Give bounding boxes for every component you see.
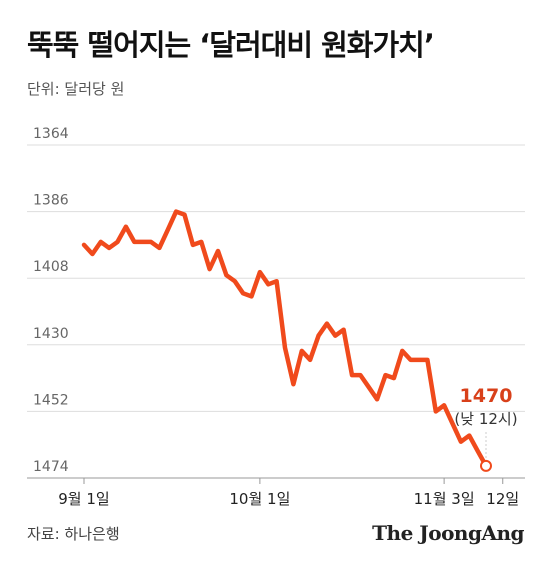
y-tick-label: 1474	[33, 459, 69, 475]
y-tick-label: 1408	[33, 259, 69, 275]
x-tick-label: 11월 3일	[414, 490, 475, 508]
y-tick-label: 1430	[33, 326, 69, 342]
unit-label: 단위: 달러당 원	[27, 80, 125, 98]
brand-logo: The JoongAng	[372, 521, 524, 545]
end-point-marker	[480, 459, 492, 472]
x-tick-label: 9월 1일	[58, 490, 109, 508]
x-tick-label: 10월 1일	[229, 490, 290, 508]
y-tick-label: 1364	[33, 126, 69, 142]
annotation-note: (낮 12시)	[454, 410, 517, 428]
source-label: 자료: 하나은행	[27, 525, 120, 543]
series-line	[81, 209, 489, 469]
y-tick-label: 1452	[33, 392, 69, 408]
chart-title: 뚝뚝 떨어지는 ‘달러대비 원화가치’	[27, 28, 435, 62]
x-tick-label: 12일	[486, 490, 519, 508]
annotation-value: 1470	[460, 385, 513, 407]
y-tick-label: 1386	[33, 193, 69, 209]
